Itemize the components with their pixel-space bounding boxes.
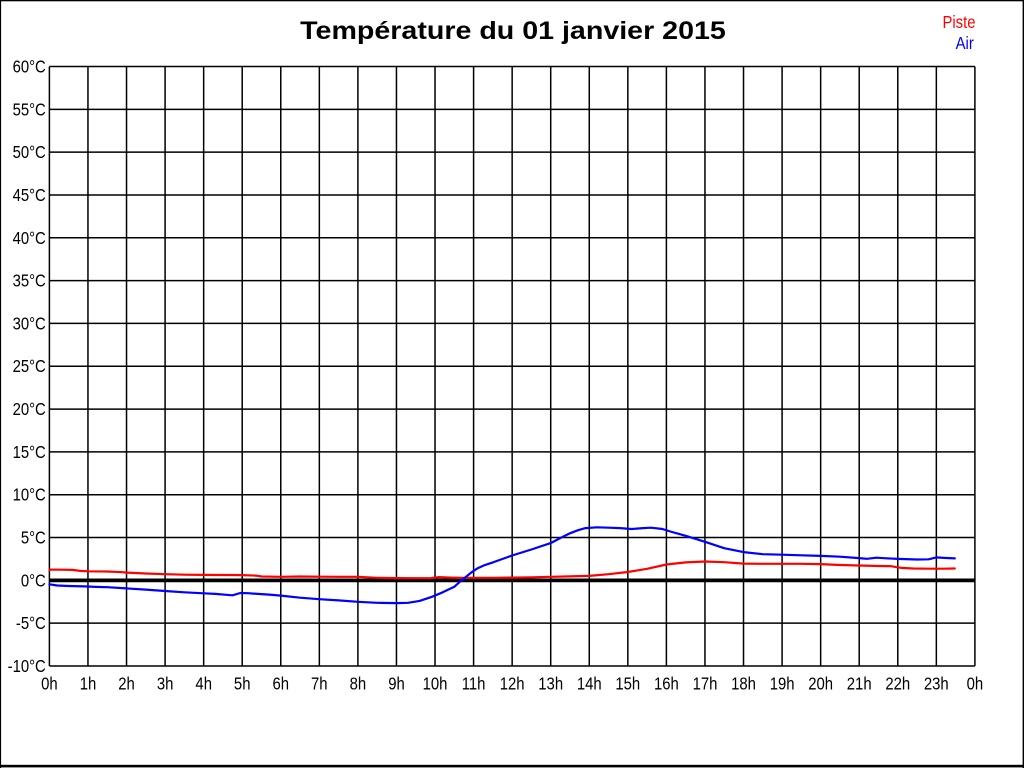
svg-text:5h: 5h	[234, 674, 251, 693]
svg-text:4h: 4h	[195, 674, 212, 693]
svg-text:9h: 9h	[388, 674, 405, 693]
svg-text:1h: 1h	[80, 674, 97, 693]
svg-text:-5°C: -5°C	[16, 614, 46, 633]
svg-text:6h: 6h	[273, 674, 290, 693]
svg-text:5°C: 5°C	[21, 528, 46, 547]
svg-text:35°C: 35°C	[13, 272, 46, 291]
svg-text:18h: 18h	[731, 674, 756, 693]
svg-text:0°C: 0°C	[21, 571, 46, 590]
svg-text:10°C: 10°C	[13, 486, 46, 505]
svg-text:21h: 21h	[847, 674, 872, 693]
svg-text:7h: 7h	[311, 674, 328, 693]
svg-text:25°C: 25°C	[13, 357, 46, 376]
svg-text:15°C: 15°C	[13, 443, 46, 462]
svg-text:Température du 01 janvier 2015: Température du 01 janvier 2015	[300, 17, 726, 45]
svg-text:Piste: Piste	[942, 13, 975, 32]
svg-text:13h: 13h	[538, 674, 563, 693]
svg-text:19h: 19h	[770, 674, 795, 693]
svg-text:12h: 12h	[500, 674, 525, 693]
svg-text:8h: 8h	[350, 674, 367, 693]
svg-text:45°C: 45°C	[13, 186, 46, 205]
svg-text:3h: 3h	[157, 674, 174, 693]
svg-text:0h: 0h	[967, 674, 984, 693]
svg-text:11h: 11h	[462, 674, 486, 693]
svg-text:0h: 0h	[41, 674, 58, 693]
svg-text:16h: 16h	[654, 674, 679, 693]
svg-text:55°C: 55°C	[13, 100, 46, 119]
svg-text:60°C: 60°C	[13, 57, 46, 76]
svg-text:-10°C: -10°C	[8, 657, 46, 676]
svg-text:50°C: 50°C	[13, 143, 46, 162]
svg-text:10h: 10h	[423, 674, 448, 693]
svg-text:30°C: 30°C	[13, 314, 46, 333]
svg-text:2h: 2h	[118, 674, 135, 693]
svg-text:22h: 22h	[885, 674, 910, 693]
svg-text:23h: 23h	[924, 674, 949, 693]
svg-text:15h: 15h	[615, 674, 640, 693]
svg-text:20°C: 20°C	[13, 400, 46, 419]
svg-text:20h: 20h	[808, 674, 833, 693]
svg-text:14h: 14h	[577, 674, 602, 693]
svg-text:Air: Air	[956, 34, 975, 53]
svg-text:40°C: 40°C	[13, 229, 46, 248]
svg-text:17h: 17h	[693, 674, 718, 693]
